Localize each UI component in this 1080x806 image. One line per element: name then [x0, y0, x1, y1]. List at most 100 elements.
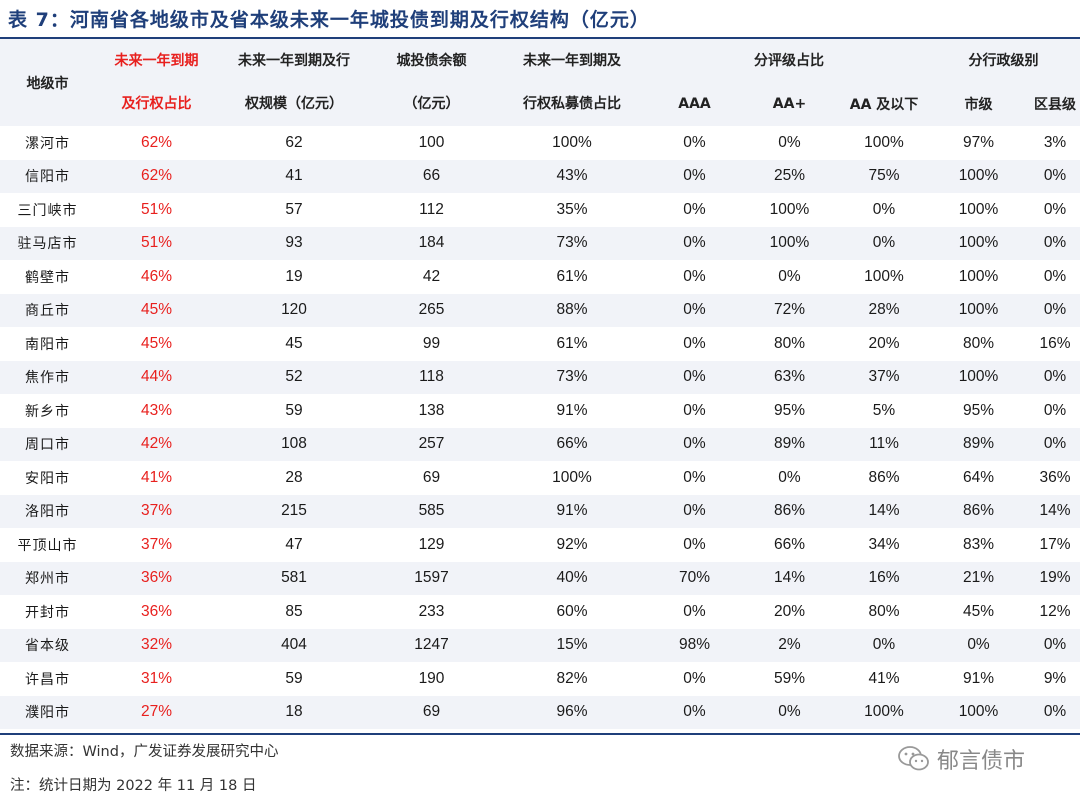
aa-below-cell: 11% — [841, 427, 928, 461]
private-cell: 73% — [493, 360, 651, 394]
city-level-cell: 100% — [958, 200, 999, 218]
private-cell: 61% — [556, 334, 588, 352]
city-cell: 开封市 — [25, 604, 70, 621]
private-cell: 66% — [493, 427, 651, 461]
balance-cell: 118 — [370, 360, 493, 394]
header-ratio-line1: 未来一年到期 — [114, 52, 199, 69]
scale-cell: 93 — [218, 226, 370, 260]
aa-below-cell: 34% — [868, 535, 900, 553]
balance-cell: 99 — [422, 334, 441, 352]
balance-cell: 1247 — [370, 628, 493, 662]
header-city-level: 市级 — [964, 96, 993, 113]
city-cell: 郑州市 — [0, 561, 95, 595]
ratio-cell: 37% — [95, 494, 218, 528]
private-cell: 60% — [556, 602, 588, 620]
aaa-cell: 0% — [683, 401, 706, 419]
table-row: 新乡市 43% 59 138 91% 0% 95% 5% 95% 0% — [0, 394, 1080, 428]
aa-plus-cell: 63% — [738, 360, 841, 394]
city-cell: 省本级 — [0, 628, 95, 662]
header-aa-below: AA 及以下 — [849, 96, 919, 113]
aaa-cell: 0% — [683, 669, 706, 687]
table-row: 郑州市 36% 581 1597 40% 70% 14% 16% 21% 19% — [0, 561, 1080, 595]
aaa-cell: 0% — [683, 133, 706, 151]
scale-cell: 120 — [218, 293, 370, 327]
aa-below-cell: 14% — [841, 494, 928, 528]
aa-plus-cell: 86% — [738, 494, 841, 528]
district-level-cell: 0% — [1030, 159, 1080, 193]
city-level-cell: 80% — [963, 334, 995, 352]
scale-cell: 59 — [285, 669, 303, 687]
balance-cell: 190 — [418, 669, 445, 687]
district-level-cell: 0% — [1030, 628, 1080, 662]
private-cell: 91% — [556, 401, 588, 419]
city-level-cell: 89% — [927, 427, 1031, 461]
district-level-cell: 0% — [1030, 293, 1080, 327]
district-level-cell: 0% — [1030, 695, 1080, 729]
ratio-cell: 42% — [95, 427, 218, 461]
table-row: 信阳市 62% 41 66 43% 0% 25% 75% 100% 0% — [0, 159, 1080, 193]
ratio-cell: 62% — [95, 159, 218, 193]
aa-below-cell: 80% — [868, 602, 900, 620]
aa-plus-cell: 14% — [738, 561, 841, 595]
table-row: 周口市 42% 108 257 66% 0% 89% 11% 89% 0% — [0, 427, 1080, 461]
city-level-cell: 100% — [927, 695, 1031, 729]
district-level-cell: 9% — [1043, 669, 1067, 687]
table-row: 三门峡市 51% 57 112 35% 0% 100% 0% 100% 0% — [0, 193, 1080, 227]
city-level-cell: 97% — [963, 133, 995, 151]
aa-plus-cell: 0% — [778, 267, 801, 285]
balance-cell: 69 — [422, 468, 441, 486]
ratio-cell: 45% — [140, 334, 173, 352]
district-level-cell: 0% — [1043, 267, 1067, 285]
city-cell: 许昌市 — [25, 671, 70, 688]
scale-cell: 59 — [285, 401, 303, 419]
wechat-icon — [898, 746, 929, 771]
private-cell: 82% — [556, 669, 588, 687]
private-cell: 40% — [493, 561, 651, 595]
aa-below-cell: 28% — [841, 293, 928, 327]
city-level-cell: 86% — [927, 494, 1031, 528]
city-cell: 濮阳市 — [0, 695, 95, 729]
aaa-cell: 0% — [683, 468, 706, 486]
city-cell: 商丘市 — [0, 293, 95, 327]
private-cell: 88% — [493, 293, 651, 327]
aa-below-cell: 0% — [872, 200, 896, 218]
private-cell: 35% — [556, 200, 588, 218]
ratio-cell: 36% — [95, 561, 218, 595]
scale-cell: 19 — [285, 267, 303, 285]
private-cell: 92% — [556, 535, 588, 553]
scale-cell: 57 — [285, 200, 303, 218]
data-table: 地级市 未来一年到期 及行权占比 未来一年到期及行 权规模（亿元） 城投债余额 … — [0, 39, 1080, 729]
header-ratio: 未来一年到期 及行权占比 — [95, 39, 218, 126]
aa-plus-cell: 25% — [738, 159, 841, 193]
aa-plus-cell: 0% — [738, 695, 841, 729]
scale-cell: 52 — [218, 360, 370, 394]
scale-cell: 215 — [218, 494, 370, 528]
ratio-cell: 45% — [95, 293, 218, 327]
table-row: 濮阳市 27% 18 69 96% 0% 0% 100% 100% 0% — [0, 695, 1080, 729]
table-row: 开封市 36% 85 233 60% 0% 20% 80% 45% 12% — [0, 595, 1080, 629]
city-level-cell: 21% — [927, 561, 1031, 595]
aa-plus-cell: 100% — [769, 200, 810, 218]
header-admin-group: 分行政级别 — [968, 53, 1039, 69]
header-balance-line1: 城投债余额 — [396, 52, 467, 69]
date-note: 注：统计日期为 2022 年 11 月 18 日 — [10, 778, 257, 794]
aaa-cell: 70% — [651, 561, 738, 595]
aaa-cell: 98% — [651, 628, 738, 662]
city-cell: 南阳市 — [25, 336, 70, 353]
city-level-cell: 0% — [927, 628, 1031, 662]
ratio-cell: 44% — [95, 360, 218, 394]
scale-cell: 28 — [285, 468, 303, 486]
city-level-cell: 64% — [963, 468, 995, 486]
ratio-cell: 46% — [140, 267, 173, 285]
aaa-cell: 0% — [683, 200, 706, 218]
header-scale: 未来一年到期及行 权规模（亿元） — [218, 39, 370, 126]
balance-cell: 233 — [418, 602, 445, 620]
ratio-cell: 51% — [140, 200, 173, 218]
private-cell: 100% — [552, 133, 592, 151]
aa-plus-cell: 100% — [738, 226, 841, 260]
private-cell: 96% — [493, 695, 651, 729]
scale-cell: 41 — [218, 159, 370, 193]
aaa-cell: 0% — [651, 695, 738, 729]
aa-plus-cell: 59% — [773, 669, 806, 687]
district-level-cell: 0% — [1030, 226, 1080, 260]
